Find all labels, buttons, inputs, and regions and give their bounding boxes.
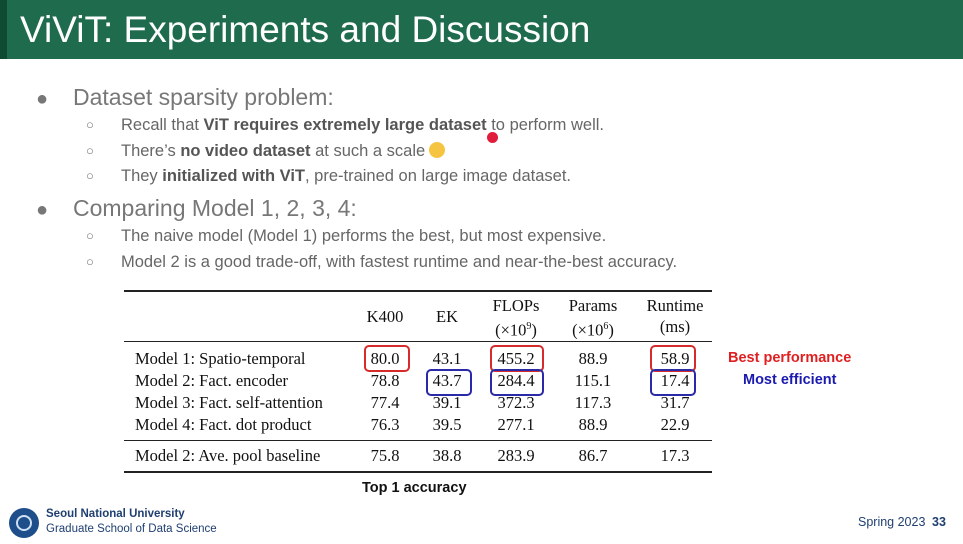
highlight-best-k400 <box>364 345 410 372</box>
table-caption: Top 1 accuracy <box>362 480 467 496</box>
table-cell: 39.1 <box>432 393 462 412</box>
table-cell: 17.4 <box>660 371 690 390</box>
university-name: Seoul National University <box>46 508 185 520</box>
most-efficient-label: Most efficient <box>743 372 837 388</box>
bullet-dataset-sparsity: ● Dataset sparsity problem: <box>36 83 334 113</box>
table-cell: 75.8 <box>370 446 400 465</box>
term-label: Spring 2023 <box>858 515 926 529</box>
highlight-best-runtime <box>650 345 696 372</box>
table-cell: 38.8 <box>432 446 462 465</box>
university-logo-icon <box>9 508 39 538</box>
header-params: Params <box>568 296 618 315</box>
table-row-label: Model 1: Spatio-temporal <box>135 349 306 368</box>
table-cell: 22.9 <box>660 415 690 434</box>
slide-title: ViViT: Experiments and Discussion <box>20 9 591 50</box>
title-bar: ViViT: Experiments and Discussion <box>0 0 963 59</box>
table-cell: 277.1 <box>497 415 535 434</box>
circle-bullet-icon: ○ <box>86 228 94 243</box>
header-params-unit: (×106) <box>572 320 614 340</box>
laser-pointer-dot <box>487 132 498 143</box>
header-k400: K400 <box>366 307 404 326</box>
title-bar-edge <box>0 0 7 59</box>
bullet-comparing-models: ● Comparing Model 1, 2, 3, 4: <box>36 194 357 224</box>
highlight-efficient-ek <box>426 369 472 396</box>
school-name: Graduate School of Data Science <box>46 523 217 535</box>
logo-ring <box>16 515 32 531</box>
circle-bullet-icon: ○ <box>86 254 94 269</box>
table-cell: 31.7 <box>660 393 690 412</box>
table-cell: 78.8 <box>370 371 400 390</box>
best-performance-label: Best performance <box>728 350 852 366</box>
table-cell: 372.3 <box>497 393 535 412</box>
highlight-efficient-runtime <box>650 369 696 396</box>
header-flops: FLOPs <box>492 296 540 315</box>
highlight-best-flops <box>490 345 544 372</box>
table-row-label: Model 2: Ave. pool baseline <box>135 446 321 465</box>
bullet-dot-icon: ● <box>36 88 49 110</box>
table-top-rule <box>124 290 712 292</box>
table-cell: 86.7 <box>578 446 608 465</box>
results-table: K400 EK FLOPs (×109) Params (×106) Runti… <box>124 290 712 473</box>
table-cell: 43.1 <box>432 349 462 368</box>
highlight-efficient-flops <box>490 369 544 396</box>
table-cell: 76.3 <box>370 415 400 434</box>
table-cell: 88.9 <box>578 349 608 368</box>
table-cell: 43.7 <box>432 371 462 390</box>
table-row-label: Model 3: Fact. self-attention <box>135 393 323 412</box>
table-cell: 88.9 <box>578 415 608 434</box>
table-header-rule <box>124 341 712 342</box>
table-cell: 17.3 <box>660 446 690 465</box>
table-mid-rule <box>124 440 712 441</box>
header-runtime: Runtime <box>646 296 704 315</box>
page-number: 33 <box>932 515 946 529</box>
circle-bullet-icon: ○ <box>86 143 94 158</box>
table-row-label: Model 2: Fact. encoder <box>135 371 289 390</box>
table-row-label: Model 4: Fact. dot product <box>135 415 312 434</box>
table-cell: 115.1 <box>574 371 612 390</box>
table-cell: 284.4 <box>497 371 535 390</box>
table-cell: 80.0 <box>370 349 400 368</box>
table-bottom-rule <box>124 471 712 473</box>
table-cell: 117.3 <box>574 393 612 412</box>
table-cell: 283.9 <box>497 446 535 465</box>
circle-bullet-icon: ○ <box>86 168 94 183</box>
header-flops-unit: (×109) <box>495 320 537 340</box>
table-cell: 39.5 <box>432 415 462 434</box>
worried-face-icon <box>429 142 446 158</box>
header-runtime-unit: (ms) <box>659 317 691 336</box>
table-cell: 77.4 <box>370 393 400 412</box>
table-cell: 58.9 <box>660 349 690 368</box>
table-cell: 455.2 <box>497 349 535 368</box>
bullet-dot-icon: ● <box>36 199 49 221</box>
circle-bullet-icon: ○ <box>86 117 94 132</box>
header-ek: EK <box>436 307 458 326</box>
